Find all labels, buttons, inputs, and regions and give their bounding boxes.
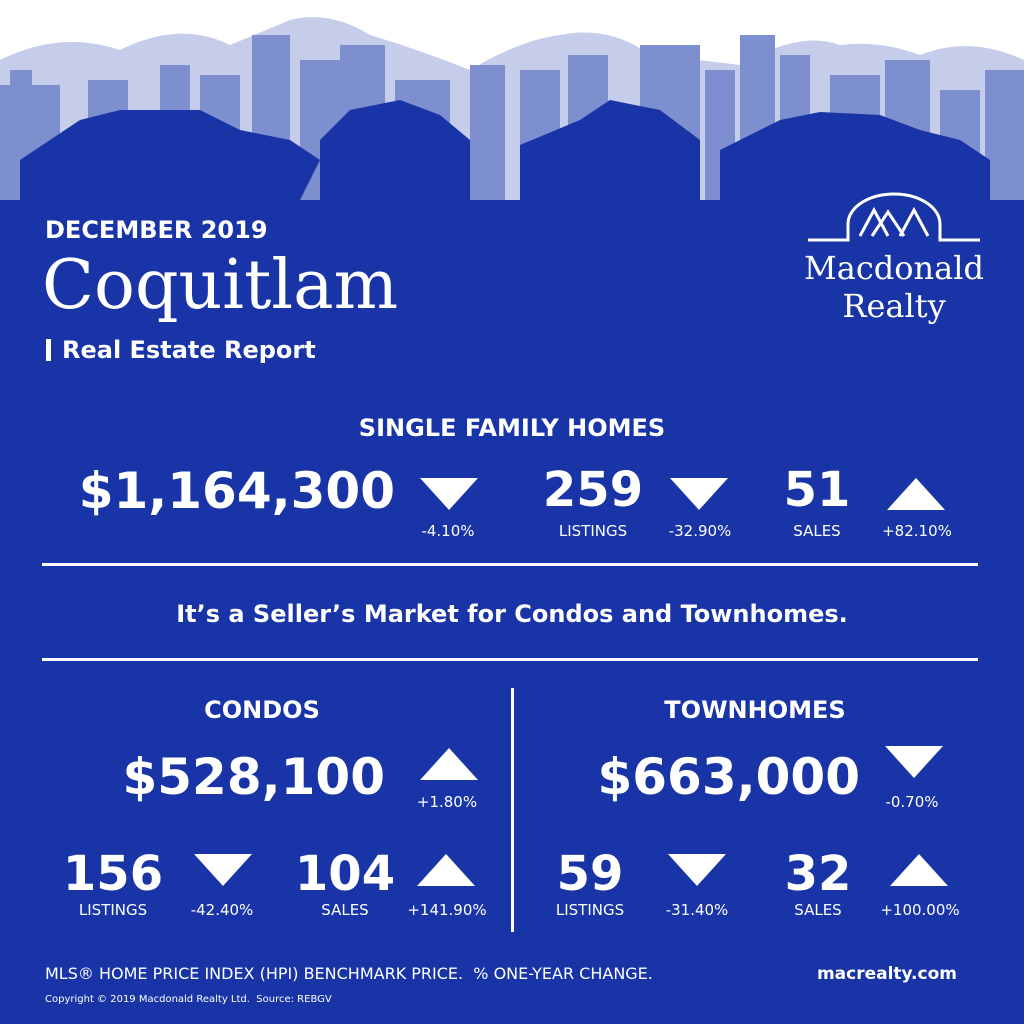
logo-name: Macdonald (804, 249, 984, 287)
arrow-shape (417, 854, 475, 886)
arrow-shape (890, 854, 948, 886)
listings-label: LISTINGS (78, 901, 148, 919)
copyright: Copyright © 2019 Macdonald Realty Ltd. S… (45, 994, 332, 1005)
listings-label: LISTINGS (555, 901, 625, 919)
market-message: It’s a Seller’s Market for Condos and To… (176, 600, 848, 628)
arrow-shape (420, 748, 478, 780)
divider (42, 658, 978, 661)
listings: 156 (62, 846, 164, 902)
divider (42, 563, 978, 566)
report-month: DECEMBER 2019 (45, 216, 268, 244)
city-name: Coquitlam (42, 246, 399, 325)
change: +82.10% (882, 522, 952, 540)
change: +100.00% (880, 901, 960, 919)
footer-note: MLS® HOME PRICE INDEX (HPI) BENCHMARK PR… (45, 964, 653, 983)
trend-arrow (890, 854, 948, 886)
trend-arrow (417, 854, 475, 886)
change: +141.90% (407, 901, 487, 919)
trend-arrow (885, 746, 943, 778)
accent-bar (46, 339, 51, 361)
listings: 59 (556, 846, 624, 902)
section-title: SINGLE FAMILY HOMES (358, 414, 666, 442)
arrow-shape (194, 854, 252, 886)
trend-arrow (420, 478, 478, 510)
change: -31.40% (665, 901, 729, 919)
skyline (0, 0, 1024, 200)
trend-arrow (668, 854, 726, 886)
report-subtitle: Real Estate Report (62, 336, 316, 364)
section-title: TOWNHOMES (664, 696, 846, 724)
trend-arrow (420, 748, 478, 780)
logo-mark (808, 192, 980, 242)
listings-label: LISTINGS (558, 522, 628, 540)
arrow-shape (420, 478, 478, 510)
sales: 32 (784, 846, 852, 902)
arrow-shape (668, 854, 726, 886)
price: $1,164,300 (78, 462, 395, 520)
website: macrealty.com (816, 964, 957, 984)
logo-name: Realty (842, 287, 946, 325)
price: $663,000 (597, 748, 860, 806)
arrow-shape (887, 478, 945, 510)
sales-label: SALES (321, 901, 369, 919)
trend-arrow (887, 478, 945, 510)
listings: 259 (542, 462, 644, 518)
change: -0.70% (885, 793, 939, 811)
arrow-shape (885, 746, 943, 778)
change: -42.40% (190, 901, 254, 919)
sales-label: SALES (793, 522, 841, 540)
sales-label: SALES (794, 901, 842, 919)
arrow-shape (670, 478, 728, 510)
trend-arrow (194, 854, 252, 886)
change: -4.10% (421, 522, 475, 540)
trend-arrow (670, 478, 728, 510)
change: +1.80% (416, 793, 478, 811)
change: -32.90% (668, 522, 732, 540)
section-title: CONDOS (204, 696, 320, 724)
sales: 104 (294, 846, 396, 902)
sales: 51 (783, 462, 851, 518)
price: $528,100 (122, 748, 385, 806)
divider (511, 688, 514, 932)
